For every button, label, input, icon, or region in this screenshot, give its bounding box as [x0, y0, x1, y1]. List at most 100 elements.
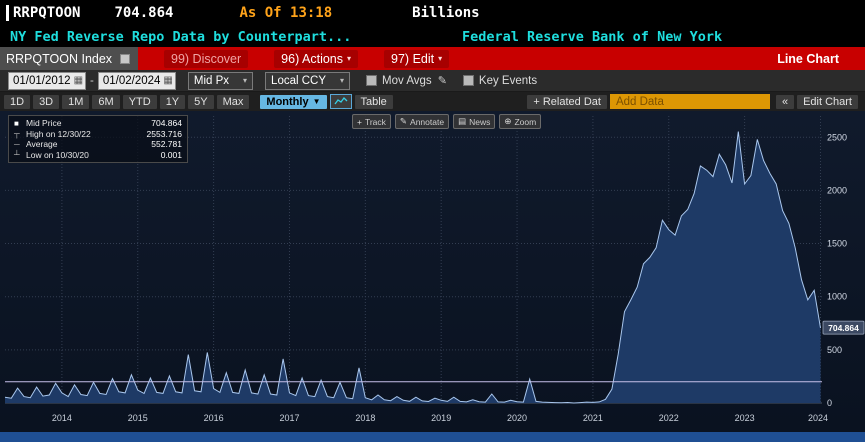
collapse-panel-button[interactable]: « — [775, 94, 795, 109]
line-chart-icon — [333, 97, 347, 105]
price-field-value: Mid Px — [193, 74, 230, 87]
period-1y[interactable]: 1Y — [159, 94, 186, 109]
price-chart[interactable]: 0 500 1000 1500 2000 2500 2014 2015 2016 2017 2018… — [0, 111, 865, 432]
annotate-label: Annotate — [410, 116, 445, 127]
svg-text:2021: 2021 — [583, 413, 603, 423]
legend-low: ┴ Low on 10/30/20 0.001 — [14, 150, 182, 161]
chevron-down-icon: ▾ — [438, 54, 443, 63]
svg-text:2024: 2024 — [808, 413, 828, 423]
chart-tools: + Track ✎ Annotate ▤ News ⊕ Zoom — [352, 114, 542, 129]
high-marker-icon: ┬ — [14, 129, 20, 139]
track-button[interactable]: + Track — [352, 114, 391, 129]
date-from-value: 01/01/2012 — [13, 74, 71, 87]
period-bar-right-group: + Related Dat « Edit Chart — [527, 94, 861, 109]
chevron-down-icon: ▾ — [243, 76, 248, 85]
news-label: News — [469, 116, 491, 127]
frequency-dropdown[interactable]: Monthly ▼ — [260, 94, 327, 109]
svg-text:2016: 2016 — [204, 413, 224, 423]
svg-text:704.864: 704.864 — [828, 323, 859, 333]
period-3d[interactable]: 3D — [33, 94, 60, 109]
last-price: 704.864 — [114, 5, 174, 21]
date-from-input[interactable]: 01/01/2012 ▦ — [8, 71, 87, 90]
security-description-bar: NY Fed Reverse Repo Data by Counterpart.… — [0, 26, 865, 47]
chart-panel: 0 500 1000 1500 2000 2500 2014 2015 2016 2017 2018… — [0, 111, 865, 432]
annotate-button[interactable]: ✎ Annotate — [394, 114, 450, 129]
menu-edit-label: 97) Edit — [391, 51, 435, 66]
legend-value: 704.864 — [151, 118, 182, 129]
svg-text:2019: 2019 — [431, 413, 451, 423]
svg-text:2014: 2014 — [52, 413, 72, 423]
legend-label: Low on 10/30/20 — [26, 149, 89, 160]
related-data-button[interactable]: + Related Dat — [527, 94, 607, 109]
key-events-checkbox[interactable] — [462, 75, 474, 86]
price-field-dropdown[interactable]: Mid Px ▾ — [187, 71, 254, 90]
security-description: NY Fed Reverse Repo Data by Counterpart.… — [10, 28, 352, 45]
period-6m[interactable]: 6M — [92, 94, 120, 109]
mov-avgs-label: Mov Avgs — [382, 74, 432, 87]
svg-text:2020: 2020 — [507, 413, 527, 423]
menu-actions-label: 96) Actions — [281, 51, 344, 66]
period-1m[interactable]: 1M — [62, 94, 90, 109]
low-marker-icon: ┴ — [14, 150, 20, 160]
menu-discover[interactable]: 99) Discover — [164, 49, 249, 68]
svg-text:1000: 1000 — [827, 292, 847, 302]
legend-average: ─ Average 552.781 — [14, 139, 182, 150]
frequency-value: Monthly — [266, 95, 309, 108]
security-field-label: RRPQTOON Index — [6, 51, 113, 66]
mov-avgs-checkbox[interactable] — [366, 75, 378, 86]
svg-text:2500: 2500 — [827, 132, 847, 142]
key-events-label: Key Events — [478, 74, 538, 87]
svg-text:2023: 2023 — [735, 413, 755, 423]
chart-legend: ■ Mid Price 704.864 ┬ High on 12/30/22 2… — [8, 115, 188, 163]
news-icon: ▤ — [458, 116, 467, 126]
currency-value: Local CCY — [271, 74, 327, 87]
date-to-input[interactable]: 01/02/2024 ▦ — [97, 71, 176, 90]
chevron-down-icon: ▼ — [312, 97, 321, 106]
menu-discover-label: 99) Discover — [171, 51, 242, 66]
svg-text:2015: 2015 — [128, 413, 148, 423]
edit-chart-button[interactable]: Edit Chart — [797, 94, 858, 109]
zoom-icon: ⊕ — [504, 116, 512, 126]
svg-text:0: 0 — [827, 398, 832, 408]
svg-text:2018: 2018 — [355, 413, 375, 423]
calendar-icon[interactable]: ▦ — [73, 74, 84, 86]
calendar-icon[interactable]: ▦ — [163, 74, 173, 86]
average-marker-icon: ─ — [14, 139, 20, 149]
zoom-label: Zoom — [514, 116, 537, 127]
currency-dropdown[interactable]: Local CCY ▾ — [265, 71, 351, 90]
plus-icon: + — [357, 116, 362, 127]
chevron-down-icon: ▾ — [340, 76, 345, 85]
menu-actions[interactable]: 96) Actions ▾ — [274, 49, 359, 68]
legend-label: Mid Price — [26, 118, 62, 129]
units-label: Billions — [412, 5, 480, 21]
zoom-button[interactable]: ⊕ Zoom — [499, 114, 542, 129]
legend-label: Average — [26, 139, 58, 150]
command-cursor — [6, 5, 9, 21]
security-menu-icon[interactable] — [120, 53, 131, 64]
function-menu-bar: RRPQTOON Index 99) Discover 96) Actions … — [0, 47, 865, 70]
pencil-icon[interactable]: ✎ — [437, 75, 447, 87]
period-1d[interactable]: 1D — [4, 94, 31, 109]
svg-text:2000: 2000 — [827, 185, 847, 195]
chevron-down-icon: ▾ — [347, 54, 352, 63]
svg-text:2017: 2017 — [279, 413, 299, 423]
legend-value: 552.781 — [151, 139, 182, 150]
table-button[interactable]: Table — [354, 94, 393, 109]
add-data-input[interactable] — [609, 94, 770, 109]
title-bar: RRPQTOON 704.864 As Of 13:18 Billions — [0, 0, 865, 26]
period-max[interactable]: Max — [216, 94, 250, 109]
menu-edit[interactable]: 97) Edit ▾ — [384, 49, 450, 68]
track-label: Track — [364, 116, 386, 127]
data-source: Federal Reserve Bank of New York — [462, 28, 723, 45]
legend-label: High on 12/30/22 — [26, 128, 91, 139]
mov-avgs-option: Mov Avgs ✎ — [366, 74, 447, 87]
pencil-icon: ✎ — [399, 116, 408, 126]
legend-value: 2553.716 — [146, 128, 182, 139]
legend-high: ┬ High on 12/30/22 2553.716 — [14, 129, 182, 140]
security-field[interactable]: RRPQTOON Index — [0, 47, 138, 70]
news-button[interactable]: ▤ News — [453, 114, 496, 129]
line-chart-type-button[interactable] — [329, 94, 352, 109]
period-ytd[interactable]: YTD — [122, 94, 157, 109]
date-to-value: 01/02/2024 — [102, 74, 161, 87]
period-5y[interactable]: 5Y — [188, 94, 214, 109]
